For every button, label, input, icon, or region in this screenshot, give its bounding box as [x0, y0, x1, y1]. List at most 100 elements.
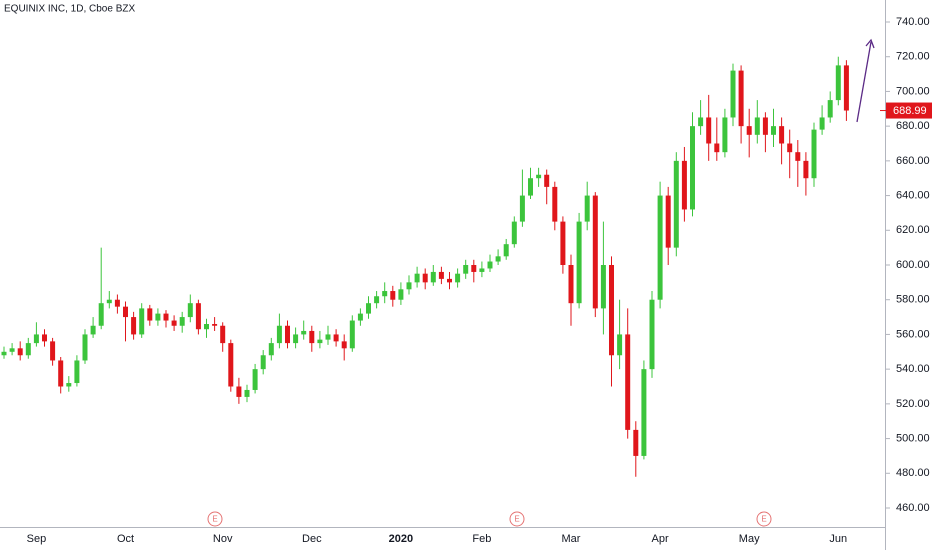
- candle-body: [252, 369, 258, 390]
- candle-body: [771, 126, 776, 135]
- candle-body: [795, 152, 801, 161]
- candle-body: [625, 334, 631, 430]
- candle-body: [649, 299, 655, 370]
- x-tick-label: Nov: [213, 533, 233, 545]
- candle-body: [187, 303, 193, 318]
- candle-body: [325, 334, 331, 340]
- candle-body: [123, 306, 128, 318]
- candle-body: [592, 195, 598, 309]
- candle-body: [17, 348, 23, 356]
- candle-body: [366, 303, 371, 314]
- x-tick-label: Apr: [652, 533, 669, 545]
- candle-body: [276, 325, 282, 344]
- candle-body: [50, 341, 56, 361]
- candle-body: [317, 339, 323, 344]
- candle-body: [811, 129, 817, 179]
- candle-body: [819, 117, 825, 130]
- candle-body: [341, 341, 347, 349]
- earnings-marker: [756, 511, 772, 527]
- candle-body: [665, 195, 671, 248]
- y-tick-label: 500.00: [896, 432, 930, 444]
- candle-body: [430, 271, 436, 283]
- x-tick-label: Dec: [302, 533, 322, 545]
- candle-body: [600, 265, 606, 309]
- candle-body: [568, 265, 574, 304]
- candle-body: [690, 126, 695, 210]
- candle-body: [309, 330, 315, 344]
- x-tick-label: Oct: [117, 533, 134, 545]
- candle-body: [82, 334, 88, 361]
- candle-body: [835, 65, 841, 101]
- candle-body: [617, 334, 623, 356]
- candle-body: [495, 256, 501, 262]
- candle-body: [536, 174, 542, 179]
- candle-body: [374, 296, 380, 304]
- y-tick-label: 560.00: [896, 328, 930, 340]
- candle-body: [487, 261, 493, 269]
- candle-body: [42, 334, 47, 342]
- candle-body: [155, 313, 161, 321]
- candle-body: [293, 334, 299, 344]
- last-price-label: 688.99: [893, 105, 927, 117]
- candle-body: [730, 70, 736, 118]
- y-tick-label: 520.00: [896, 398, 930, 410]
- candle-body: [382, 291, 388, 297]
- candle-body: [244, 389, 250, 397]
- candle-body: [698, 117, 704, 127]
- candle-body: [33, 334, 39, 344]
- arrow-shaft: [856, 41, 872, 123]
- y-tick-label: 620.00: [896, 224, 930, 236]
- earnings-label: E: [514, 515, 519, 524]
- candle-body: [503, 244, 509, 257]
- earnings-marker: [207, 511, 223, 527]
- candle-body: [576, 221, 582, 304]
- candle-body: [455, 273, 461, 283]
- candle-body: [147, 308, 153, 321]
- candle-body: [560, 221, 566, 265]
- y-tick-label: 660.00: [896, 155, 930, 167]
- candle-body: [220, 325, 226, 344]
- arrow-head: [865, 38, 875, 49]
- candle-body: [552, 186, 558, 222]
- candle-body: [268, 343, 274, 356]
- candle-body: [738, 70, 744, 127]
- y-tick-label: 540.00: [896, 363, 930, 375]
- candle-body: [212, 324, 218, 326]
- x-tick-label: Mar: [562, 533, 581, 545]
- candle-body: [722, 117, 728, 153]
- candle-body: [66, 383, 72, 387]
- candle-body: [228, 343, 234, 387]
- candle-body: [98, 303, 104, 326]
- candle-body: [58, 360, 64, 387]
- candle-body: [25, 343, 31, 356]
- candle-body: [236, 386, 242, 397]
- candle-body: [139, 308, 145, 335]
- candle-body: [544, 174, 550, 187]
- candle-body: [163, 313, 169, 321]
- candle-body: [803, 160, 809, 179]
- y-tick-label: 700.00: [896, 85, 930, 97]
- candle-body: [260, 355, 266, 370]
- candle-body: [827, 100, 833, 118]
- candle-body: [762, 117, 768, 135]
- candle-body: [74, 360, 80, 384]
- candle-body: [357, 313, 363, 321]
- candle-body: [746, 126, 752, 135]
- candle-body: [754, 117, 760, 135]
- y-tick-label: 720.00: [896, 51, 930, 63]
- y-tick-label: 600.00: [896, 259, 930, 271]
- candle-body: [519, 195, 525, 222]
- candle-body: [1, 351, 7, 356]
- y-tick-label: 580.00: [896, 294, 930, 306]
- candle-body: [438, 271, 444, 279]
- earnings-marker: [509, 511, 525, 527]
- candle-body: [333, 334, 339, 342]
- candle-body: [447, 278, 452, 283]
- candle-body: [179, 317, 185, 326]
- y-tick-label: 460.00: [896, 502, 930, 514]
- candle-body: [301, 330, 307, 335]
- candle-body: [90, 325, 96, 335]
- candle-body: [131, 317, 137, 335]
- trend-arrow: [856, 38, 875, 123]
